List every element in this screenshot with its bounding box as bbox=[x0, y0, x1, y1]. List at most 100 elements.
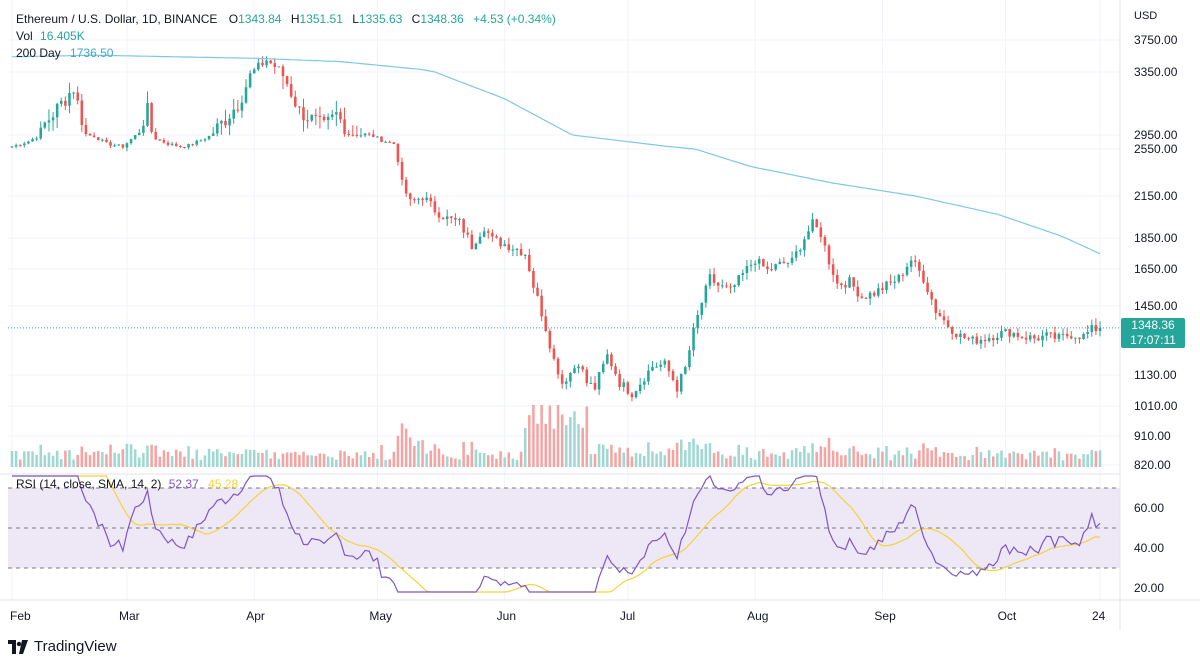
candle-body bbox=[232, 109, 235, 119]
volume-bar bbox=[671, 449, 675, 467]
volume-bar bbox=[708, 443, 712, 467]
candle-body bbox=[84, 125, 88, 135]
volume-bar bbox=[462, 441, 465, 467]
candle-body bbox=[819, 227, 823, 237]
candle-body bbox=[454, 217, 457, 220]
volume-bar bbox=[421, 440, 424, 467]
volume-bar bbox=[983, 458, 987, 467]
volume-bar bbox=[174, 449, 178, 467]
volume-bar bbox=[729, 455, 732, 467]
volume-bar bbox=[642, 455, 646, 467]
volume-bar bbox=[536, 423, 539, 467]
volume-bar bbox=[96, 450, 100, 467]
volume-bar bbox=[544, 423, 548, 467]
candle-body bbox=[482, 231, 486, 237]
candle-body bbox=[1004, 329, 1007, 332]
candle-body bbox=[659, 364, 662, 367]
candle-body bbox=[326, 116, 330, 121]
volume-bar bbox=[872, 458, 876, 467]
volume-bar bbox=[507, 452, 511, 467]
volume-bar bbox=[1069, 453, 1073, 467]
volume-bar bbox=[630, 456, 634, 467]
ma200-path bbox=[11, 54, 1101, 255]
candle-body bbox=[425, 197, 428, 200]
volume-bar bbox=[766, 456, 769, 467]
volume-bar bbox=[18, 459, 22, 467]
candle-body bbox=[868, 292, 872, 299]
volume-bar bbox=[470, 441, 474, 467]
volume-bar bbox=[519, 451, 523, 467]
candle-body bbox=[450, 216, 453, 218]
candle-body bbox=[552, 348, 556, 359]
candle-body bbox=[1008, 329, 1011, 337]
volume-bar bbox=[343, 451, 346, 467]
volume-bar bbox=[811, 443, 814, 467]
candle-body bbox=[396, 143, 400, 162]
candle-body bbox=[831, 264, 835, 275]
volume-bar bbox=[737, 444, 740, 467]
candle-body bbox=[1061, 333, 1065, 335]
time-tick-label: Aug bbox=[747, 609, 768, 623]
candle-body bbox=[68, 93, 71, 106]
volume-bar bbox=[548, 405, 552, 467]
candle-body bbox=[811, 219, 814, 232]
volume-bar bbox=[593, 454, 597, 467]
volume-bar bbox=[396, 435, 400, 467]
volume-bar bbox=[347, 456, 350, 467]
volume-bar bbox=[881, 451, 884, 467]
candle-body bbox=[35, 138, 38, 140]
candle-body bbox=[671, 371, 675, 381]
candle-body bbox=[302, 107, 305, 121]
candle-body bbox=[753, 263, 757, 265]
volume-bar bbox=[413, 445, 416, 467]
candle-body bbox=[257, 62, 260, 70]
candle-body bbox=[351, 134, 355, 136]
candle-body bbox=[975, 336, 979, 344]
volume-bar bbox=[564, 425, 568, 467]
candle-body bbox=[893, 281, 896, 283]
candle-body bbox=[840, 283, 843, 286]
volume-bar bbox=[170, 455, 174, 467]
rsi-path bbox=[12, 474, 1101, 593]
candle-body bbox=[778, 261, 782, 265]
price-tick-label: 1450.00 bbox=[1134, 299, 1178, 313]
volume-bar bbox=[712, 453, 716, 467]
volume-bar bbox=[663, 455, 667, 467]
legend-ohlc: Ethereum / U.S. Dollar, 1D, BINANCE O134… bbox=[16, 11, 562, 27]
volume-bar bbox=[1082, 454, 1085, 467]
candle-body bbox=[523, 254, 527, 256]
volume-bar bbox=[289, 452, 293, 467]
volume-bar bbox=[634, 452, 638, 467]
candle-body bbox=[474, 243, 478, 249]
volume-bar bbox=[404, 428, 408, 467]
candle-body bbox=[224, 120, 227, 126]
candle-body bbox=[507, 244, 511, 251]
axes bbox=[0, 0, 1200, 630]
volume-bar bbox=[835, 451, 839, 467]
volume-bar bbox=[84, 452, 88, 467]
ma200-line bbox=[8, 54, 1120, 329]
candle-body bbox=[146, 103, 149, 126]
candle-body bbox=[437, 212, 441, 218]
candle-body bbox=[1033, 335, 1036, 339]
volume-bar bbox=[528, 415, 531, 467]
close-value: 1348.36 bbox=[420, 12, 464, 26]
volume-bar bbox=[88, 455, 92, 467]
volume-bar bbox=[113, 452, 116, 467]
volume-bar bbox=[1000, 450, 1003, 467]
price-tick-label: 1650.00 bbox=[1134, 262, 1178, 276]
volume-bar bbox=[80, 446, 84, 467]
time-tick-label: Jun bbox=[497, 609, 516, 623]
volume-bar bbox=[667, 448, 671, 467]
candle-body bbox=[548, 330, 552, 349]
volume-bar bbox=[59, 459, 63, 467]
volume-bar bbox=[417, 440, 420, 467]
volume-bar bbox=[220, 453, 223, 467]
tradingview-logo[interactable]: TradingView bbox=[8, 638, 117, 655]
volume-bar bbox=[326, 456, 330, 467]
candle-body bbox=[244, 87, 248, 103]
volume-bar bbox=[261, 452, 264, 467]
volume-bar bbox=[790, 450, 794, 467]
